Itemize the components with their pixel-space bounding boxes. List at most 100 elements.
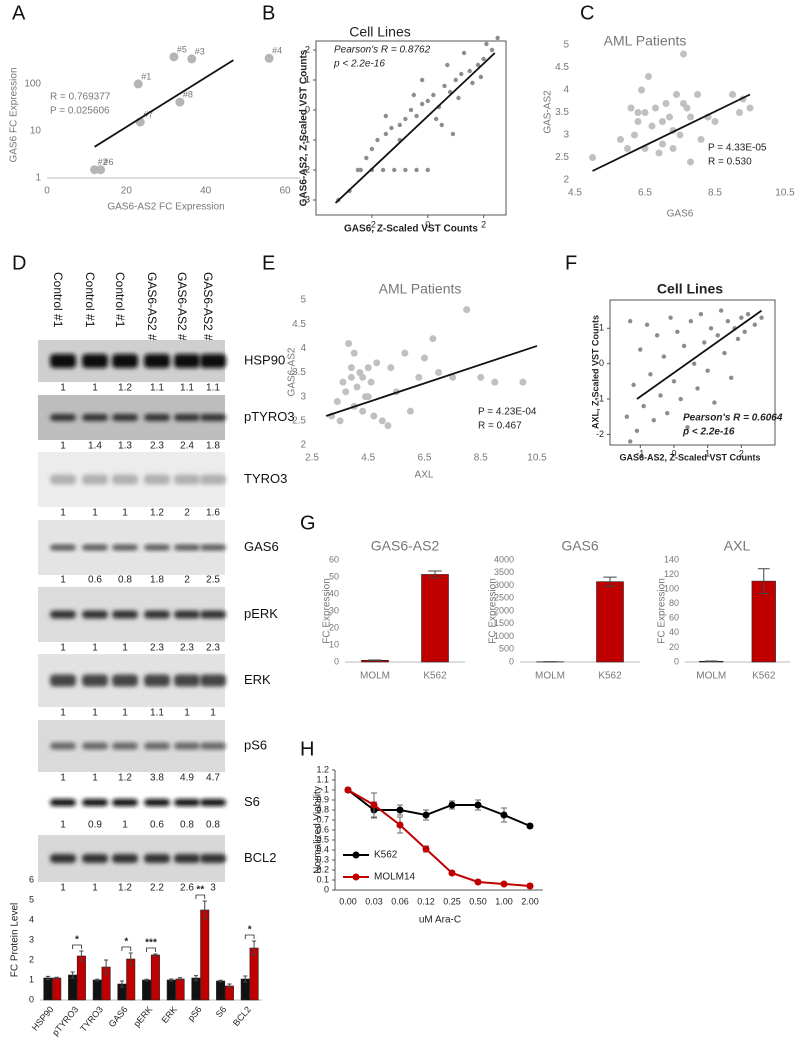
- blot-band: [50, 474, 76, 485]
- point: [461, 50, 467, 56]
- blot-band: [112, 354, 138, 368]
- x-tick-label: 10.5: [775, 188, 795, 199]
- point: [369, 146, 375, 152]
- quantification: 0.8: [206, 820, 220, 831]
- point-label: #4: [272, 46, 282, 56]
- x-tick-label: -2: [368, 219, 376, 229]
- y-axis-label: GAS6 FC Expression: [9, 67, 20, 162]
- blot-band: [200, 544, 226, 551]
- y-tick-label: 0.6: [316, 824, 329, 834]
- y-tick-label: 5: [29, 894, 34, 904]
- protein-label: pTYRO3: [244, 409, 295, 424]
- y-tick-label: -2: [596, 429, 604, 439]
- point: [392, 167, 397, 173]
- bar: [76, 955, 86, 1001]
- chart-title: GAS6: [561, 538, 599, 554]
- point: [133, 79, 143, 89]
- quantification: 1.2: [150, 508, 164, 519]
- point: [169, 52, 179, 62]
- x-tick-label: pS6: [186, 1004, 204, 1023]
- quantification: 2.3: [206, 643, 220, 654]
- point: [648, 372, 653, 377]
- x-tick-label: 0.06: [391, 896, 409, 906]
- point: [641, 109, 649, 116]
- point: [408, 107, 414, 113]
- error-bar: [227, 983, 232, 989]
- blot-band: [82, 474, 108, 485]
- point: [691, 361, 697, 366]
- point: [389, 125, 394, 131]
- y-tick-label: 3000: [494, 580, 514, 590]
- quantification: 1: [122, 820, 128, 831]
- bar: [596, 581, 624, 663]
- x-tick-label: 20: [121, 186, 133, 197]
- y-tick-label: 4000: [494, 554, 514, 564]
- point: [659, 140, 666, 148]
- annotation: Pearson's R = 0.6064: [683, 413, 783, 424]
- series-line: [347, 789, 531, 887]
- blot-band: [112, 854, 138, 863]
- x-tick-label: 2.5: [305, 453, 319, 464]
- quantification: 1.2: [118, 883, 132, 894]
- y-tick-label: 1: [305, 74, 310, 84]
- point: [705, 368, 710, 373]
- quantification: 1: [92, 508, 98, 519]
- blot-band: [112, 474, 138, 485]
- error-bar: [103, 959, 109, 975]
- point: [652, 104, 659, 112]
- significance-bracket: [121, 946, 132, 951]
- y-tick-label: 0: [599, 358, 604, 368]
- y-tick-label: 0.8: [316, 804, 329, 814]
- y-tick-label: -2: [302, 164, 310, 174]
- point: [358, 167, 363, 173]
- point: [425, 98, 430, 104]
- y-tick-label: 4.5: [555, 62, 569, 73]
- quantification: 0.8: [118, 575, 132, 586]
- x-tick-label: 1.00: [495, 896, 513, 906]
- blot-band: [174, 742, 200, 750]
- quantification: 1: [92, 883, 98, 894]
- y-tick-label: 140: [664, 554, 679, 564]
- significance-label: *: [75, 935, 79, 946]
- protein-label: TYRO3: [244, 471, 287, 486]
- blot-band: [174, 799, 200, 806]
- point: [450, 131, 456, 137]
- error-bar: [79, 950, 84, 962]
- blot-band: [112, 414, 138, 421]
- point: [617, 136, 624, 143]
- point: [422, 811, 430, 819]
- point: [345, 340, 353, 347]
- chart-title: AXL: [724, 538, 751, 554]
- point: [470, 80, 475, 86]
- quantification: 1: [92, 773, 98, 784]
- point: [752, 322, 757, 327]
- bar: [142, 979, 152, 1001]
- y-tick-label: 0.2: [316, 864, 329, 874]
- blot-band: [144, 674, 170, 687]
- quantification: 2.2: [150, 883, 164, 894]
- y-tick-label: 3: [300, 391, 306, 402]
- point: [350, 349, 358, 357]
- quantification: 1.8: [150, 575, 164, 586]
- point: [347, 364, 355, 372]
- y-tick-label: 2500: [494, 593, 514, 603]
- quantification: 1: [122, 508, 128, 519]
- x-tick-label: 0.12: [417, 896, 435, 906]
- quantification: 1: [122, 643, 128, 654]
- point: [624, 414, 630, 419]
- x-tick-label: 8.5: [474, 453, 488, 464]
- y-tick-label: 3.5: [555, 107, 569, 118]
- blot-band: [50, 674, 76, 687]
- x-tick-label: pTYRO3: [50, 1004, 80, 1037]
- point: [628, 439, 633, 444]
- quantification: 1: [60, 883, 66, 894]
- point: [676, 131, 684, 139]
- error-bar: [177, 977, 183, 981]
- point: [342, 388, 350, 396]
- error-bar: [153, 953, 158, 957]
- quantification: 1: [60, 441, 66, 452]
- point: [654, 333, 660, 338]
- y-axis-label: GAS6-AS2, Z-Scaled VST Counts: [299, 49, 310, 206]
- point: [658, 393, 663, 398]
- point: [403, 167, 408, 173]
